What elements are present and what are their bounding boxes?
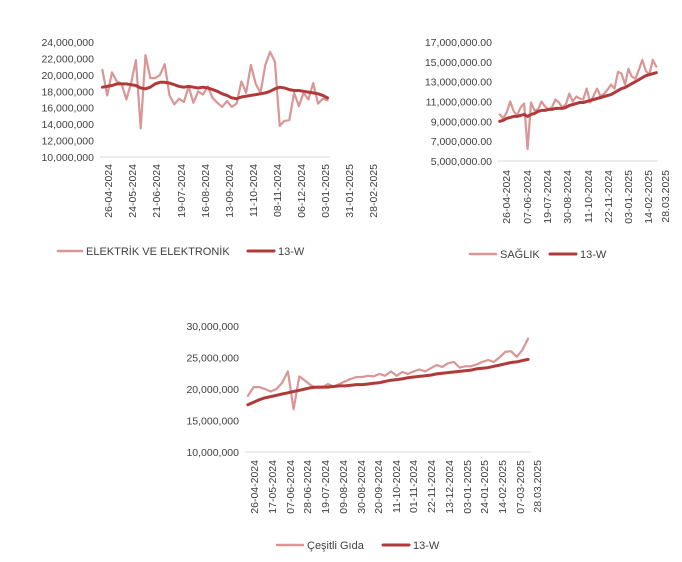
legend-label: 13-W — [580, 249, 607, 261]
chart-2: 17,000,000.00 15,000,000.00 13,000,000.00 1… — [425, 37, 672, 261]
x-tick-label: 31-01-2025 — [344, 164, 356, 218]
x-tick-label: 07-06-2024 — [285, 460, 297, 514]
x-tick-label: 07-03-2025 — [515, 460, 527, 514]
x-tick-label: 30-08-2024 — [562, 170, 574, 224]
x-tick-label: 28.03.2025 — [660, 170, 672, 223]
x-tick-label: 28-02-2025 — [368, 164, 380, 218]
series-line-primary — [246, 337, 530, 411]
y-tick-label: 14,000,000 — [41, 119, 94, 131]
x-tick-label: 14-02-2025 — [497, 460, 509, 514]
y-tick-label: 12,000,000 — [41, 136, 94, 148]
legend-label: Çeşitli Gıda — [307, 540, 365, 552]
x-tick-label: 16-08-2024 — [200, 164, 212, 218]
y-tick-label: 7,000,000.00 — [431, 136, 492, 148]
x-tick-label: 24-01-2025 — [479, 460, 491, 514]
x-tick-label: 11-10-2024 — [391, 460, 403, 513]
y-tick-label: 15,000,000.00 — [425, 57, 492, 69]
x-tick-label: 13-12-2024 — [444, 460, 456, 514]
y-tick-label: 24,000,000 — [41, 37, 94, 49]
x-tick-label: 01-11-2024 — [408, 460, 420, 513]
y-tick-label: 22,000,000 — [41, 53, 94, 65]
x-tick-label: 11-10-2024 — [248, 164, 260, 217]
series-line-primary — [101, 50, 329, 130]
series-line-13w — [100, 80, 330, 101]
x-tick-label: 13-09-2024 — [224, 164, 236, 218]
y-tick-label: 5,000,000.00 — [431, 156, 492, 168]
legend-label: SAĞLIK — [500, 248, 540, 261]
y-tick-label: 10,000,000 — [186, 447, 239, 459]
y-tick-label: 9,000,000.00 — [431, 116, 492, 128]
y-tick-label: 30,000,000 — [186, 321, 239, 333]
series-line-primary — [498, 58, 658, 151]
legend-label: ELEKTRİK VE ELEKTRONİK — [86, 245, 230, 258]
x-tick-label: 26-04-2024 — [103, 164, 115, 218]
y-tick-label: 11,000,000.00 — [426, 97, 493, 109]
x-tick-label: 11-10-2024 — [583, 170, 595, 223]
x-tick-label: 08-11-2024 — [272, 164, 284, 217]
x-tick-label: 06-12-2024 — [296, 164, 308, 218]
x-tick-label: 07-06-2024 — [522, 170, 534, 224]
x-tick-label: 03-01-2025 — [623, 170, 635, 224]
y-tick-label: 13,000,000.00 — [425, 77, 492, 89]
series-line-13w — [498, 71, 658, 123]
x-tick-label: 22-11-2024 — [603, 170, 615, 223]
x-tick-label: 26-04-2024 — [249, 460, 261, 514]
x-tick-label: 20-09-2024 — [373, 460, 385, 514]
x-tick-label: 19-07-2024 — [320, 460, 332, 514]
x-tick-label: 28.03.2025 — [532, 460, 544, 513]
chart-3: 30,000,000 25,000,000 20,000,000 15,000,000… — [186, 321, 544, 552]
x-tick-label: 26-04-2024 — [501, 170, 513, 224]
legend-label: 13-W — [413, 540, 440, 552]
chart-1: 24,000,000 22,000,000 20,000,000 18,000,000… — [41, 37, 380, 258]
x-tick-label: 03-01-2025 — [462, 460, 474, 514]
series-line-13w — [246, 357, 530, 407]
y-tick-label: 17,000,000.00 — [425, 37, 492, 49]
x-tick-label: 21-06-2024 — [151, 164, 163, 218]
x-tick-label: 14-02-2025 — [643, 170, 655, 224]
y-tick-label: 16,000,000 — [41, 103, 94, 115]
y-tick-label: 18,000,000 — [41, 86, 94, 98]
y-tick-label: 20,000,000 — [41, 70, 94, 82]
y-tick-label: 10,000,000 — [41, 152, 94, 164]
x-tick-label: 09-08-2024 — [338, 460, 350, 514]
x-tick-label: 22-11-2024 — [426, 460, 438, 513]
x-tick-label: 28-06-2024 — [302, 460, 314, 514]
x-tick-label: 19-07-2024 — [176, 164, 188, 218]
x-tick-label: 17-05-2024 — [267, 460, 279, 514]
y-tick-label: 20,000,000 — [186, 384, 239, 396]
y-tick-label: 15,000,000 — [186, 416, 239, 428]
x-tick-label: 24-05-2024 — [127, 164, 139, 218]
x-tick-label: 19-07-2024 — [542, 170, 554, 224]
legend-label: 13-W — [278, 246, 305, 258]
x-tick-label: 30-08-2024 — [356, 460, 368, 514]
y-tick-label: 25,000,000 — [186, 353, 239, 365]
x-tick-label: 03-01-2025 — [320, 164, 332, 218]
